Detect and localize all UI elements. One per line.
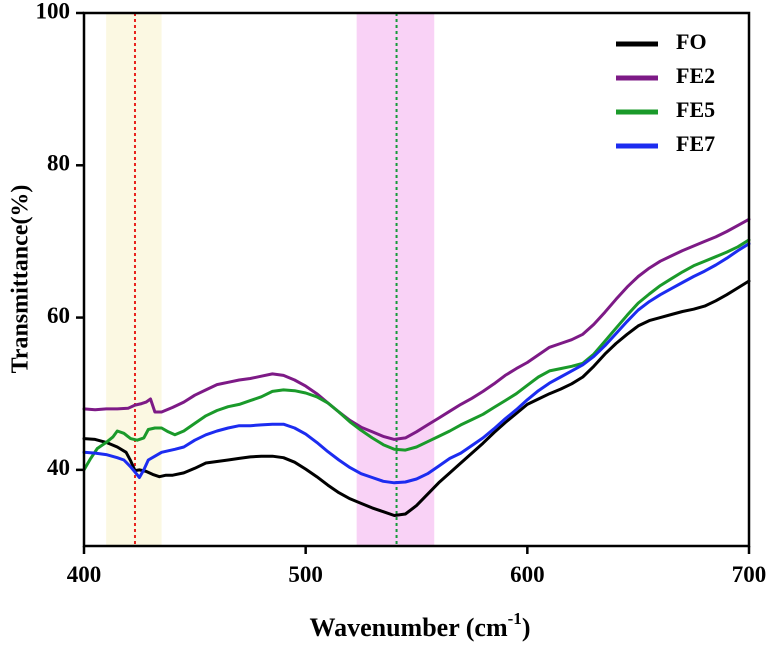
legend: FO FE2 FE5 FE7	[616, 29, 715, 156]
y-tick-label: 60	[47, 303, 70, 328]
x-axis-label-close: )	[522, 613, 531, 642]
plot-frame	[82, 11, 751, 548]
series-line-fe7	[82, 242, 751, 485]
series-line-fe2	[82, 217, 751, 441]
x-axis-label-main: Wavenumber (cm	[310, 613, 508, 642]
x-axis-label-superscript: -1	[508, 609, 522, 628]
series-line-fo	[82, 279, 751, 517]
highlight-band-2	[356, 13, 435, 546]
x-tick-label: 700	[732, 562, 767, 587]
legend-label-fe2: FE2	[676, 63, 715, 88]
y-tick-label: 80	[47, 151, 70, 176]
legend-label-fo: FO	[676, 29, 707, 54]
series-line-fe5	[82, 238, 751, 472]
x-tick-label: 600	[510, 562, 545, 587]
x-tick-label: 500	[288, 562, 323, 587]
legend-label-fe7: FE7	[676, 131, 715, 156]
x-axis-label: Wavenumber (cm-1)	[310, 609, 531, 642]
y-tick-label: 40	[47, 455, 70, 480]
y-axis-label: Transmittance(%)	[8, 185, 34, 374]
x-tick-label: 400	[67, 562, 102, 587]
y-tick-label: 100	[36, 0, 71, 23]
legend-label-fe5: FE5	[676, 97, 715, 122]
